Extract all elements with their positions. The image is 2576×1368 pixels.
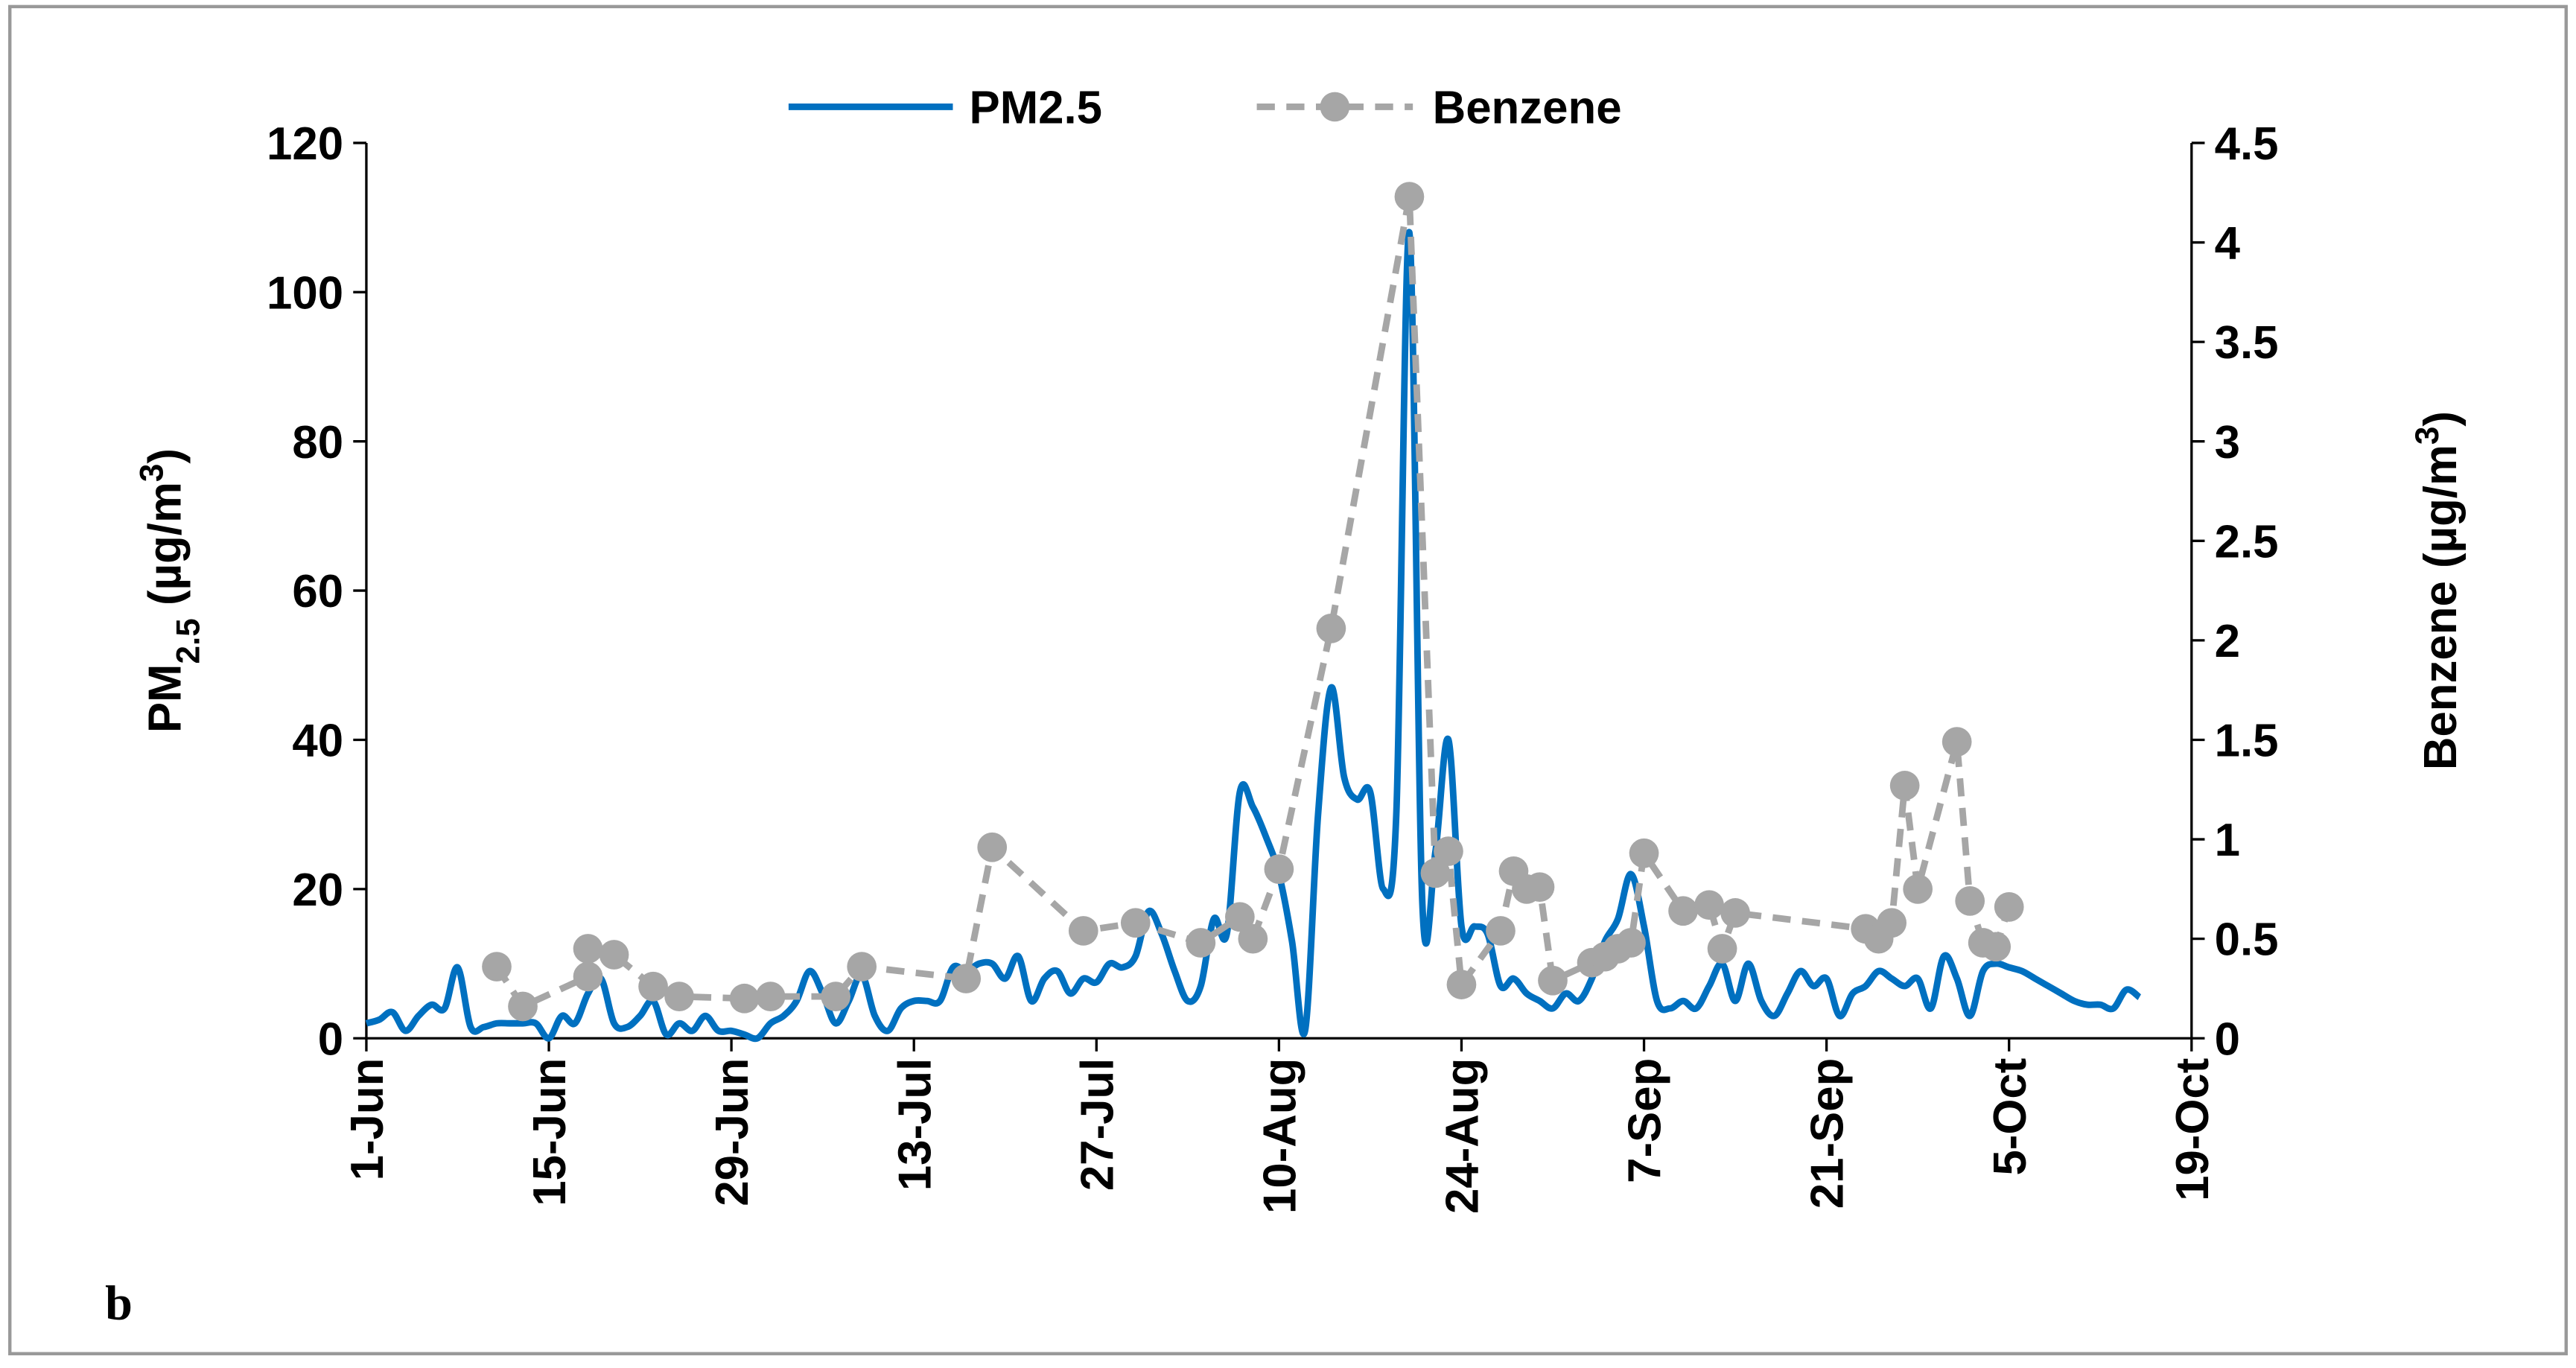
frame [8,4,2568,1355]
x-tick-label: 27-Jul [1072,1058,1123,1191]
point [1720,898,1750,928]
point [1068,916,1098,946]
point [1889,771,1920,801]
point [1616,928,1646,958]
point [1446,970,1477,999]
point [573,961,603,992]
point [1264,854,1294,884]
y-tick-label: 60 [292,566,343,617]
legend-label: PM2.5 [970,82,1102,133]
point [1707,934,1737,964]
y-tick-label: 20 [292,865,343,916]
y-tick-label: 100 [267,267,343,319]
axis-title-part: 3 [2408,427,2445,445]
y2-tick-label: 1.5 [2215,716,2279,767]
point [1629,838,1659,868]
axis-title-part: (µg/m [140,482,191,618]
point [638,971,668,1002]
y-tick-label: 40 [292,716,343,767]
x-tick-label: 19-Oct [2167,1058,2219,1201]
point [1434,836,1463,866]
y-tick-label: 120 [267,118,343,170]
axis-title-part: 2.5 [170,618,206,664]
y-tick-label: 80 [292,417,343,468]
axis-title-part: 3 [133,464,170,483]
point [1524,872,1555,903]
point [1538,965,1568,996]
axis-title-part: Benzene (µg/m [2415,445,2467,770]
x-tick-label: 10-Aug [1254,1058,1306,1214]
point [1224,902,1255,932]
point [755,982,786,1011]
y2-tick-label: 3 [2215,417,2240,468]
point [1486,916,1516,946]
axis-title-part: ) [140,448,191,464]
x-tick-label: 1-Jun [342,1058,393,1181]
y-tick-label: 0 [318,1014,343,1065]
x-tick-label: 29-Jun [707,1058,758,1206]
point [1420,858,1451,888]
point [1238,923,1268,954]
y-axis-title: PM2.5 (µg/m3) [133,448,206,733]
point [573,934,603,964]
x-tick-label: 15-Jun [524,1058,576,1206]
point [1877,908,1907,938]
point [1981,932,2011,962]
y2-tick-label: 2 [2215,616,2240,667]
y2-axis-title: Benzene (µg/m3) [2408,411,2467,770]
y2-tick-label: 4 [2215,218,2241,270]
point [1994,892,2024,922]
y2-tick-label: 1 [2215,815,2240,866]
point [1120,908,1151,938]
y2-tick-label: 3.5 [2215,317,2279,369]
point [729,983,760,1014]
point [1941,727,1972,757]
axis-title-part: ) [2415,411,2467,427]
point [1903,874,1933,904]
point [508,991,538,1022]
point [977,832,1008,862]
point [1668,896,1698,926]
y2-tick-label: 0.5 [2215,914,2279,966]
point [847,952,877,982]
point [1186,928,1216,958]
point [821,982,851,1011]
axis-title-part: PM [140,664,191,734]
point [1694,890,1724,920]
x-tick-label: 5-Oct [1985,1058,2036,1176]
y2-tick-label: 0 [2215,1014,2240,1065]
x-tick-label: 7-Sep [1620,1058,1671,1183]
series-line [365,229,2142,1043]
point [482,952,512,982]
point [1394,182,1425,211]
x-tick-label: 24-Aug [1437,1058,1489,1214]
y2-tick-label: 4.5 [2215,118,2279,170]
x-tick-label: 21-Sep [1802,1058,1854,1209]
legend-label: Benzene [1433,82,1622,133]
point [664,982,694,1011]
x-tick-label: 13-Jul [889,1058,941,1191]
panel-label: b [105,1276,133,1330]
point [1955,886,1985,916]
point [951,964,982,993]
point [599,940,629,970]
point [1316,613,1346,643]
legend-marker [1320,92,1350,122]
y2-tick-label: 2.5 [2215,516,2279,567]
